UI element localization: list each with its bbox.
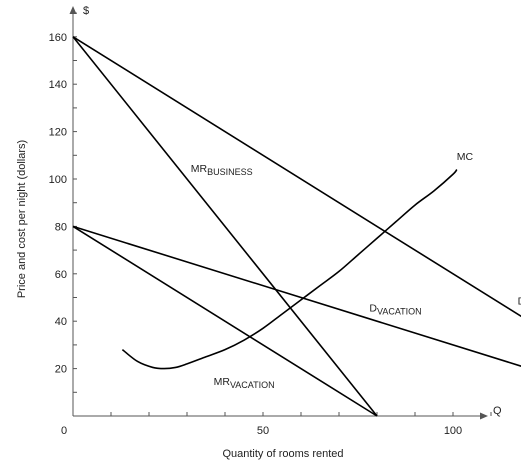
x-tick-label: 100 [444,425,462,437]
origin-label: 0 [61,425,67,437]
x-axis-title: Quantity of rooms rented [222,448,343,460]
y-tick-label: 80 [55,221,67,233]
y-tick-label: 100 [49,174,67,186]
series-label-d_business: DBUSINESS [518,296,521,310]
series-line-mr_business [72,36,378,417]
x-ticks: 50100150 [110,412,492,437]
series-label-mr_business: MRBUSINESS [191,163,253,177]
y-tick-label: 120 [49,127,67,139]
y-tick-label: 20 [55,364,67,376]
y-axis-title: Price and cost per night (dollars) [16,140,28,298]
x-axis-symbol: Q [493,405,502,417]
series-lines [72,36,521,417]
series-line-d_vacation [72,225,521,367]
y-tick-label: 60 [55,269,67,281]
y-tick-label: 140 [49,79,67,91]
y-tick-label: 40 [55,316,67,328]
y-ticks: 20 40 60 80 100 120 140 160 [49,12,77,393]
x-tick-label: 50 [257,425,269,437]
series-line-mr_vacation [72,225,378,417]
series-label-d_vacation: DVACATION [369,303,421,317]
series-line-d_business [72,36,521,318]
y-tick-label: 160 [49,32,67,44]
y-axis-symbol: $ [83,5,89,17]
series-label-mc: MC [457,151,474,163]
series-labels: DBUSINESS MRBUSINESS DVACATION MRVACATION MC [191,151,521,390]
series-line-mc [121,169,458,370]
series-label-mr_vacation: MRVACATION [214,376,275,390]
x-axis-arrow [480,412,488,420]
y-axis-arrow [69,6,77,14]
